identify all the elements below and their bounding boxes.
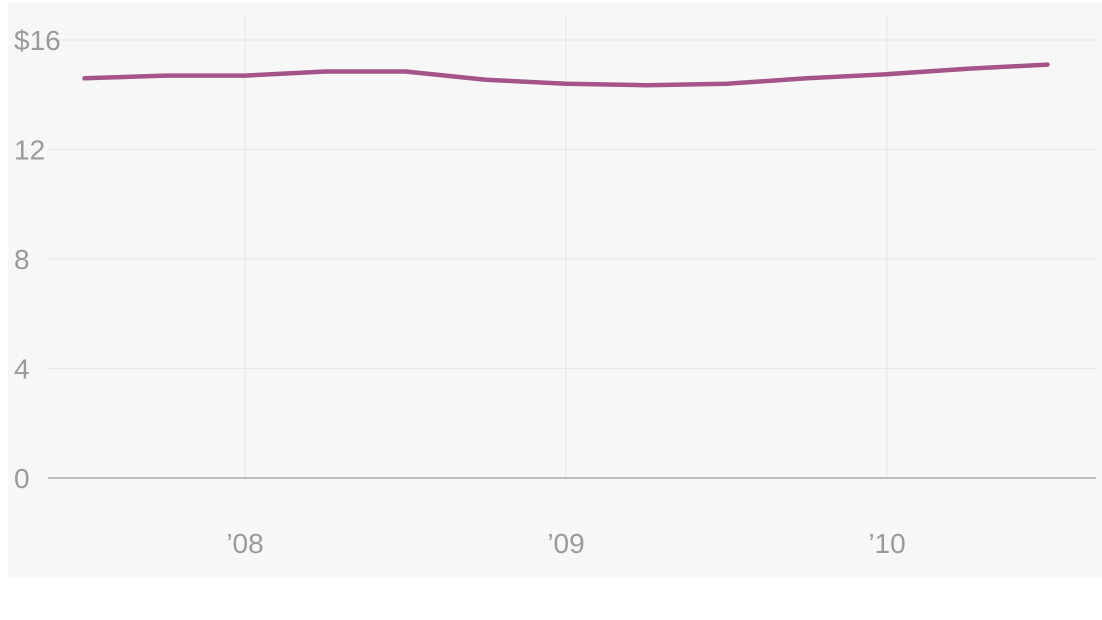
y-tick-label: $16 [14,25,61,56]
x-tick-label: ’10 [868,528,905,559]
y-tick-label: 8 [14,244,30,275]
series-line [82,62,1050,88]
x-tick-label: ’08 [226,528,263,559]
y-tick-label: 4 [14,354,30,385]
x-tick-label: ’09 [547,528,584,559]
plot-background [8,3,1102,578]
y-tick-label: 0 [14,463,30,494]
y-tick-label: 12 [14,135,45,166]
